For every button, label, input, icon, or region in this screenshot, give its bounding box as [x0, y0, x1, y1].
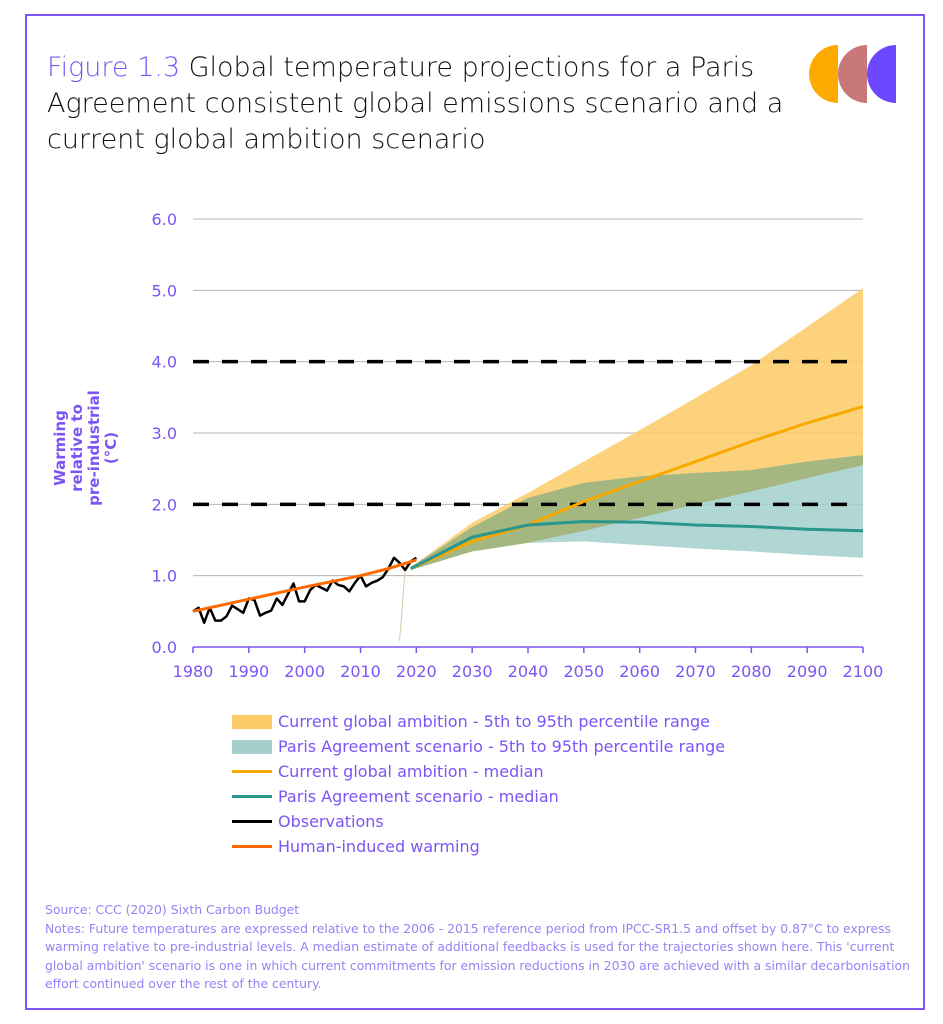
x-tick-label: 2070 — [675, 662, 716, 681]
x-tick-label: 2080 — [731, 662, 772, 681]
chart: 0.0 1.0 2.0 3.0 4.0 5.0 6.0 1980 1990 2000 2010 202… — [152, 210, 884, 681]
legend-item-observations: Observations — [232, 809, 725, 834]
logo-pink-half — [838, 45, 867, 103]
legend-swatch — [232, 795, 272, 798]
human-induced-warming-line — [192, 558, 417, 613]
legend-label: Paris Agreement scenario - median — [278, 787, 559, 806]
legend-item-paris-median: Paris Agreement scenario - median — [232, 784, 725, 809]
legend-label: Observations — [278, 812, 384, 831]
y-axis-label-line1: Warming relative to — [51, 404, 86, 492]
y-axis-label-line2: pre-industrial (°C) — [85, 390, 120, 506]
current-ambition-band — [410, 288, 863, 570]
y-tick-label: 3.0 — [152, 424, 177, 443]
legend-item-current-band: Current global ambition - 5th to 95th pe… — [232, 709, 725, 734]
x-tick-label: 2050 — [563, 662, 604, 681]
x-tick-label: 1980 — [173, 662, 214, 681]
legend-label: Current global ambition - median — [278, 762, 544, 781]
legend-label: Current global ambition - 5th to 95th pe… — [278, 712, 710, 731]
logo-orange-half — [809, 45, 838, 103]
legend-item-human-induced: Human-induced warming — [232, 834, 725, 859]
x-tick-label: 2100 — [843, 662, 884, 681]
legend-item-current-median: Current global ambition - median — [232, 759, 725, 784]
y-axis-label: Warming relative to pre-industrial (°C) — [51, 378, 120, 518]
x-tick-label: 2040 — [508, 662, 549, 681]
logo-purple-half — [867, 45, 896, 103]
x-tick-label: 2020 — [396, 662, 437, 681]
x-tick-label: 2030 — [452, 662, 493, 681]
y-tick-label: 2.0 — [152, 495, 177, 514]
legend-swatch — [232, 714, 272, 729]
x-tick-label: 2010 — [340, 662, 381, 681]
y-tick-label: 4.0 — [152, 353, 177, 372]
legend-label: Human-induced warming — [278, 837, 480, 856]
observations-line — [192, 556, 418, 624]
legend-swatch — [232, 770, 272, 773]
figure-title-text: Global temperature projections for a Par… — [47, 52, 784, 155]
legend-swatch — [232, 845, 272, 848]
paris-median-line — [410, 519, 864, 570]
y-tick-label: 6.0 — [152, 210, 177, 229]
footer-notes: Source: CCC (2020) Sixth Carbon Budget N… — [45, 901, 925, 994]
y-tick-label: 0.0 — [152, 638, 177, 657]
projection-start-marker — [399, 568, 406, 642]
y-tick-label: 1.0 — [152, 567, 177, 586]
x-tick-label: 2000 — [284, 662, 325, 681]
source-text: Source: CCC (2020) Sixth Carbon Budget — [45, 902, 300, 917]
logo-icon — [809, 45, 896, 103]
legend-swatch — [232, 739, 272, 754]
figure-frame — [25, 14, 925, 1010]
legend-item-paris-band: Paris Agreement scenario - 5th to 95th p… — [232, 734, 725, 759]
x-tick-label: 2090 — [787, 662, 828, 681]
legend-swatch — [232, 820, 272, 823]
legend-label: Paris Agreement scenario - 5th to 95th p… — [278, 737, 726, 756]
current-ambition-median-line — [410, 405, 864, 570]
y-tick-label: 5.0 — [152, 281, 177, 300]
legend: Current global ambition - 5th to 95th pe… — [232, 709, 725, 859]
x-tick-label: 1990 — [228, 662, 269, 681]
x-tick-label: 2060 — [619, 662, 660, 681]
figure-title: Figure 1.3 Global temperature projection… — [47, 50, 807, 158]
figure-label: Figure 1.3 — [47, 52, 181, 83]
band-overlap — [410, 455, 863, 570]
notes-text: Notes: Future temperatures are expressed… — [45, 920, 910, 992]
